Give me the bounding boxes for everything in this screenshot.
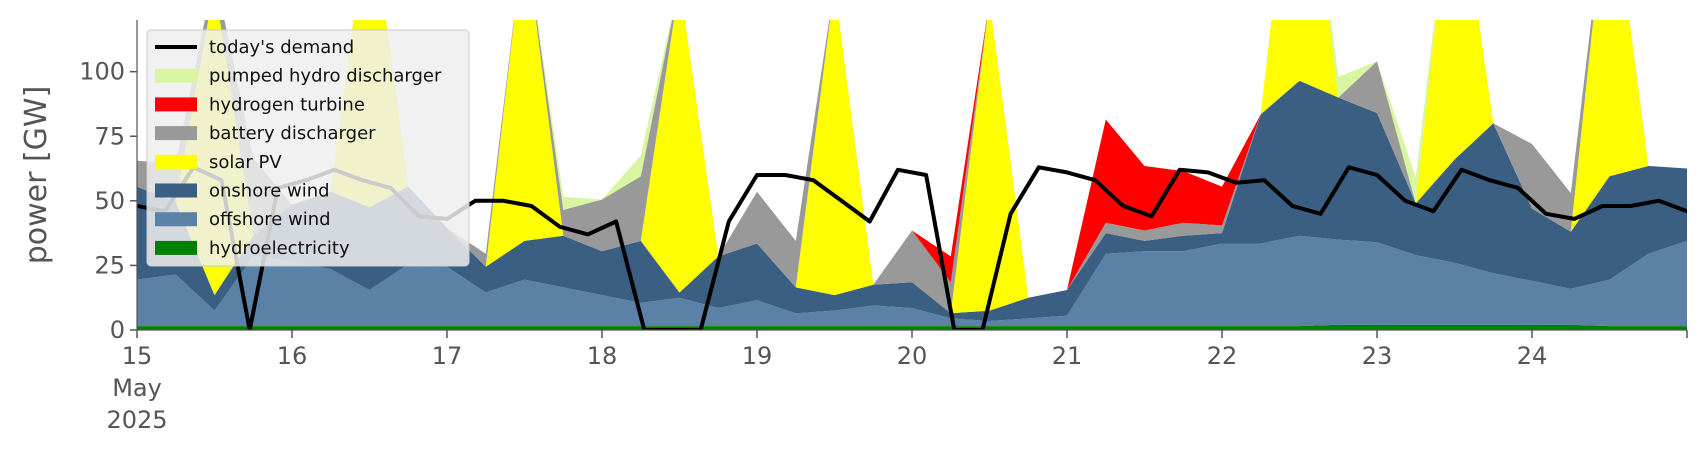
x-tick-label: 20 <box>897 342 928 370</box>
legend-swatch-pumped-hydro-discharger <box>155 68 197 83</box>
x-tick-label: 19 <box>742 342 773 370</box>
legend-swatch-solar-pv <box>155 154 197 169</box>
legend-label-hydrogen-turbine: hydrogen turbine <box>209 94 365 115</box>
x-tick-label: 23 <box>1362 342 1393 370</box>
y-tick-label: 100 <box>79 58 125 86</box>
legend-swatch-hydroelectricity <box>155 240 197 255</box>
legend-label-battery-discharger: battery discharger <box>209 123 376 144</box>
area-hydroelectricity <box>137 324 1687 330</box>
x-tick-label: 21 <box>1052 342 1083 370</box>
stacked-area-layer <box>137 20 1687 330</box>
legend-label-pumped-hydro-discharger: pumped hydro discharger <box>209 66 442 87</box>
legend-swatch-onshore-wind <box>155 183 197 198</box>
area-battery-discharger <box>137 20 1687 314</box>
x-tick-label: 15 May 2025 <box>106 342 167 434</box>
y-tick-label: 25 <box>94 251 125 279</box>
legend-label-offshore-wind: offshore wind <box>209 209 331 230</box>
legend-swatch-battery-discharger <box>155 126 197 141</box>
area-onshore-wind <box>137 80 1687 321</box>
axes: 0 25 50 75 100 15 May 2025 16 17 18 19 20 21 22 23 24 <box>79 20 1688 434</box>
x-tick-label: 24 <box>1517 342 1548 370</box>
legend-label-solar-pv: solar PV <box>209 152 282 173</box>
legend-label-hydroelectricity: hydroelectricity <box>209 238 350 259</box>
legend-swatch-hydrogen-turbine <box>155 97 197 112</box>
area-solar-pv <box>137 20 1687 314</box>
x-tick-label: 17 <box>432 342 463 370</box>
legend-label-today-s-demand: today's demand <box>209 37 354 58</box>
y-tick-label: 50 <box>94 187 125 215</box>
legend-label-onshore-wind: onshore wind <box>209 181 330 202</box>
y-tick-label: 0 <box>110 316 125 344</box>
y-tick-label: 75 <box>94 122 125 150</box>
area-offshore-wind <box>137 235 1687 327</box>
x-tick-label: 18 <box>587 342 618 370</box>
x-tick-label: 16 <box>277 342 308 370</box>
y-axis-label: power [GW] <box>19 86 54 265</box>
legend-swatch-offshore-wind <box>155 212 197 227</box>
legend-box <box>146 29 470 267</box>
x-tick-label: 22 <box>1207 342 1238 370</box>
legend: today's demand pumped hydro discharger hyd… <box>146 29 470 267</box>
